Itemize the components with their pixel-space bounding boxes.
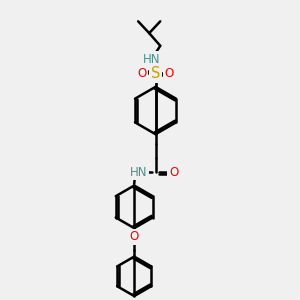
Text: HN: HN: [143, 53, 160, 66]
Text: O: O: [137, 67, 147, 80]
Text: O: O: [169, 166, 178, 178]
Text: S: S: [151, 66, 160, 81]
Text: HN: HN: [130, 166, 148, 178]
Text: O: O: [130, 230, 139, 243]
Text: O: O: [164, 67, 174, 80]
